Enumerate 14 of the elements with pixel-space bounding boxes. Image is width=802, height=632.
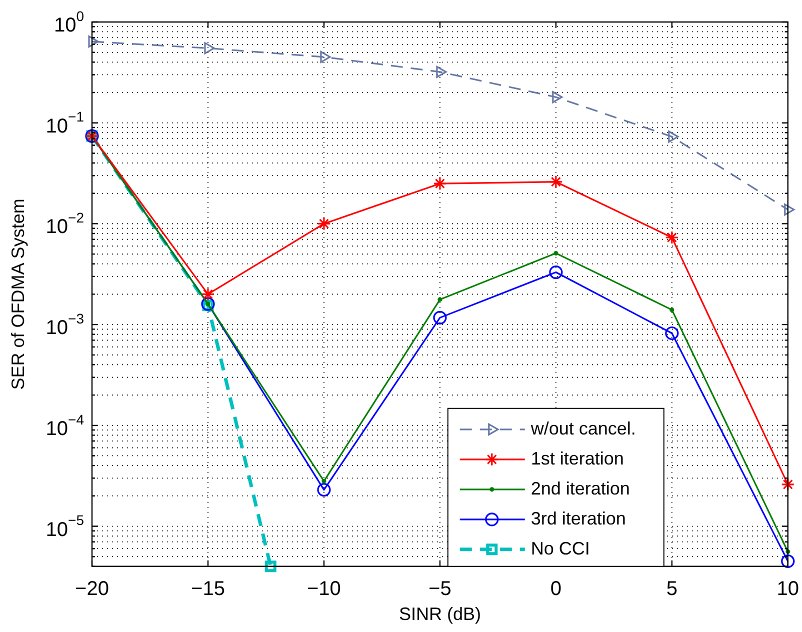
x-tick-label: −5 (428, 578, 452, 600)
x-axis-title: SINR (dB) (398, 604, 481, 624)
legend-label: 2nd iteration (530, 478, 630, 498)
x-tick-label: −10 (306, 578, 341, 600)
x-tick-label: −15 (191, 578, 225, 600)
x-tick-label: 5 (666, 578, 678, 600)
y-axis-title: SER of OFDMA System (8, 198, 28, 390)
legend-label: 1st iteration (530, 448, 624, 468)
legend-label: 3rd iteration (530, 508, 626, 528)
legend-label: w/out cancel. (530, 418, 636, 438)
x-tick-label: 0 (550, 578, 562, 600)
legend-label: No CCI (530, 538, 590, 558)
x-tick-label: 10 (776, 578, 799, 600)
x-tick-label: −20 (75, 578, 109, 600)
